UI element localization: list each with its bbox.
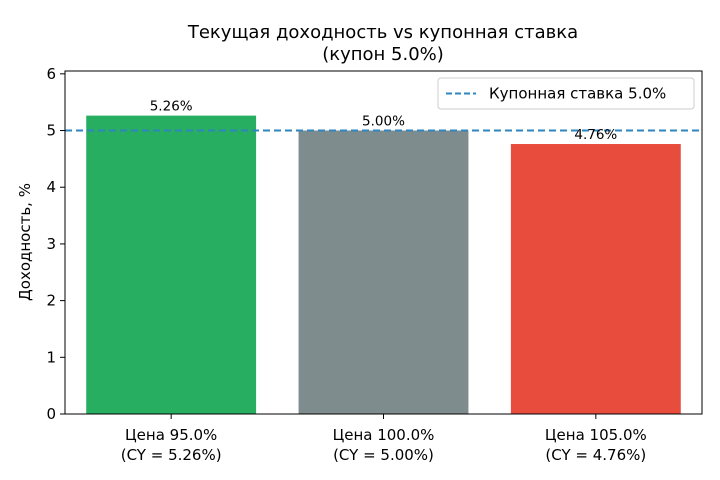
legend-entry-coupon: Купонная ставка 5.0% <box>489 85 666 103</box>
data-label-1: 5.26% <box>150 99 193 115</box>
x-tick-label-1-line-2: (CY = 5.26%) <box>121 446 222 464</box>
y-tick-label-2: 2 <box>46 292 56 310</box>
bar-2 <box>298 130 469 414</box>
y-tick-label-1: 1 <box>46 348 56 366</box>
chart-subtitle: (купон 5.0%) <box>322 44 444 65</box>
x-tick-label-1-line-1: Цена 95.0% <box>125 426 217 444</box>
data-labels-group: 5.26% 5.00% 4.76% <box>150 99 618 143</box>
y-tick-label-0: 0 <box>46 405 56 423</box>
bars-group <box>86 115 681 414</box>
bar-1 <box>86 115 257 414</box>
x-axis-ticks: Цена 95.0% (CY = 5.26%) Цена 100.0% (CY = 5… <box>121 414 647 464</box>
x-tick-label-2-line-2: (CY = 5.00%) <box>333 446 434 464</box>
y-tick-label-5: 5 <box>46 122 56 140</box>
chart-title: Текущая доходность vs купонная ставка <box>187 22 578 43</box>
y-axis-ticks: 0 1 2 3 4 5 6 <box>46 65 65 423</box>
y-tick-label-6: 6 <box>46 65 56 83</box>
legend: Купонная ставка 5.0% <box>437 77 695 110</box>
y-tick-label-3: 3 <box>46 235 56 253</box>
x-tick-label-2-line-1: Цена 100.0% <box>333 426 435 444</box>
y-axis-label: Доходность, % <box>16 183 34 301</box>
bar-3 <box>510 144 681 414</box>
data-label-3: 4.76% <box>574 127 617 143</box>
legend-box <box>437 77 695 110</box>
x-tick-label-3-line-1: Цена 105.0% <box>545 426 647 444</box>
y-tick-label-4: 4 <box>46 178 56 196</box>
data-label-2: 5.00% <box>362 114 405 130</box>
x-tick-label-3-line-2: (CY = 4.76%) <box>545 446 646 464</box>
